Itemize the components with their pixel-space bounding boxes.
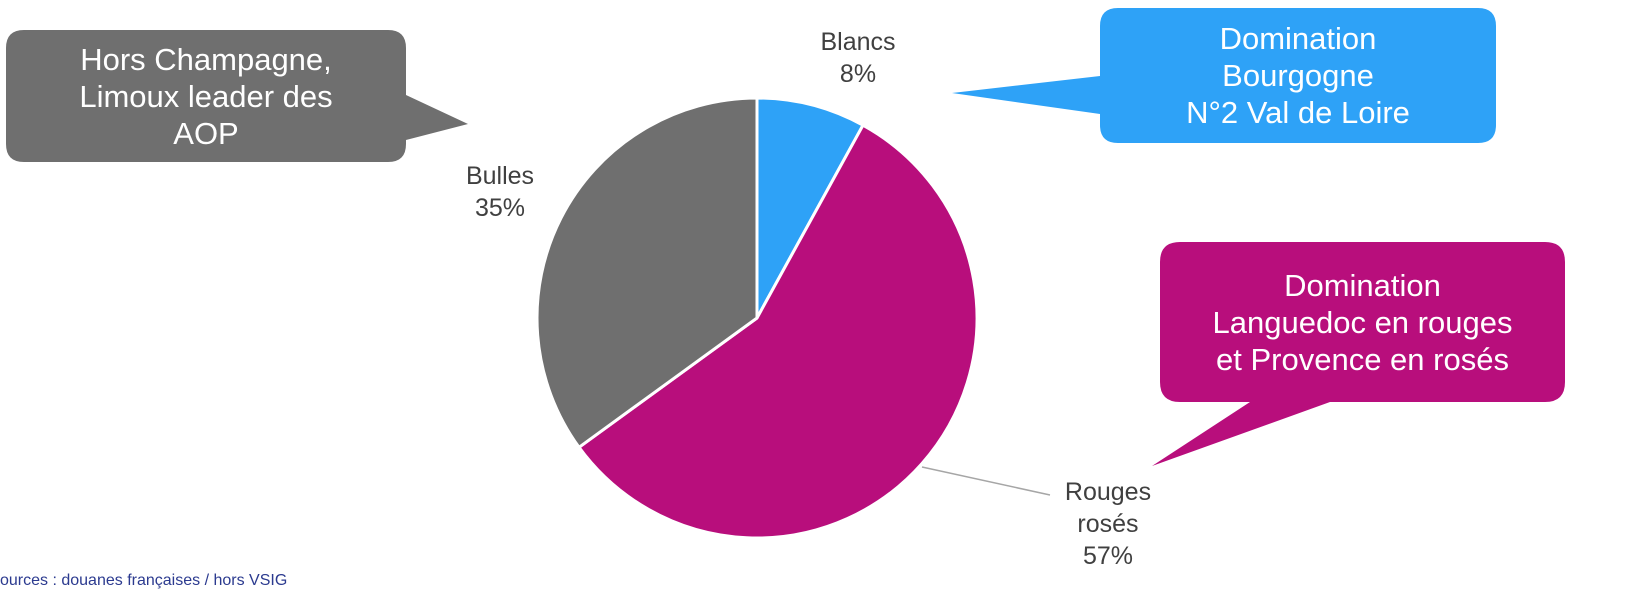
slice-label-rouges-name-2: rosés — [1077, 510, 1139, 538]
slice-label-bulles-value: 35% — [474, 194, 526, 222]
callout-rouges-line-1: Domination — [1284, 267, 1441, 303]
callout-blancs-line-1: Domination — [1219, 21, 1377, 56]
callout-blancs-line-2: Bourgogne — [1222, 58, 1374, 93]
pie-slices — [535, 96, 979, 540]
callout-bulles-line-3: AOP — [173, 115, 239, 151]
pie-slice-rouges-ros-s — [577, 123, 979, 540]
callout-rouges-line-3: et Provence en rosés — [1216, 341, 1509, 377]
callout-blancs-line-3: N°2 Val de Loire — [1186, 95, 1410, 130]
callout-bulles-shape — [6, 30, 468, 162]
pie-slice-bulles — [535, 96, 759, 449]
slice-label-blancs-name: Blancs — [820, 28, 896, 56]
slice-label-blancs-value: 8% — [839, 60, 877, 88]
callout-rouges-line-2: Languedoc en rouges — [1212, 304, 1513, 340]
slice-label-rouges: Rouges rosés 57% — [1033, 476, 1183, 572]
callout-rouges: Domination Languedoc en rouges et Proven… — [1160, 242, 1565, 402]
slice-label-rouges-value: 57% — [1082, 542, 1134, 570]
callout-blancs-shape — [952, 8, 1496, 143]
slice-label-bulles: Bulles 35% — [440, 160, 560, 224]
pie-slice-blancs — [755, 96, 865, 320]
slice-label-blancs: Blancs 8% — [798, 26, 918, 90]
source-note: ources : douanes françaises / hors VSIG — [0, 572, 288, 589]
callout-bulles-line-1: Hors Champagne, — [80, 41, 332, 77]
leader-line-rouges — [921, 466, 1051, 496]
slice-label-rouges-name-1: Rouges — [1064, 478, 1152, 506]
callout-bulles-line-2: Limoux leader des — [79, 78, 333, 114]
callout-rouges-shape — [1152, 242, 1565, 466]
callout-blancs: Domination Bourgogne N°2 Val de Loire — [1100, 8, 1496, 143]
callout-bulles: Hors Champagne, Limoux leader des AOP — [6, 30, 406, 162]
slice-label-bulles-name: Bulles — [465, 162, 535, 190]
